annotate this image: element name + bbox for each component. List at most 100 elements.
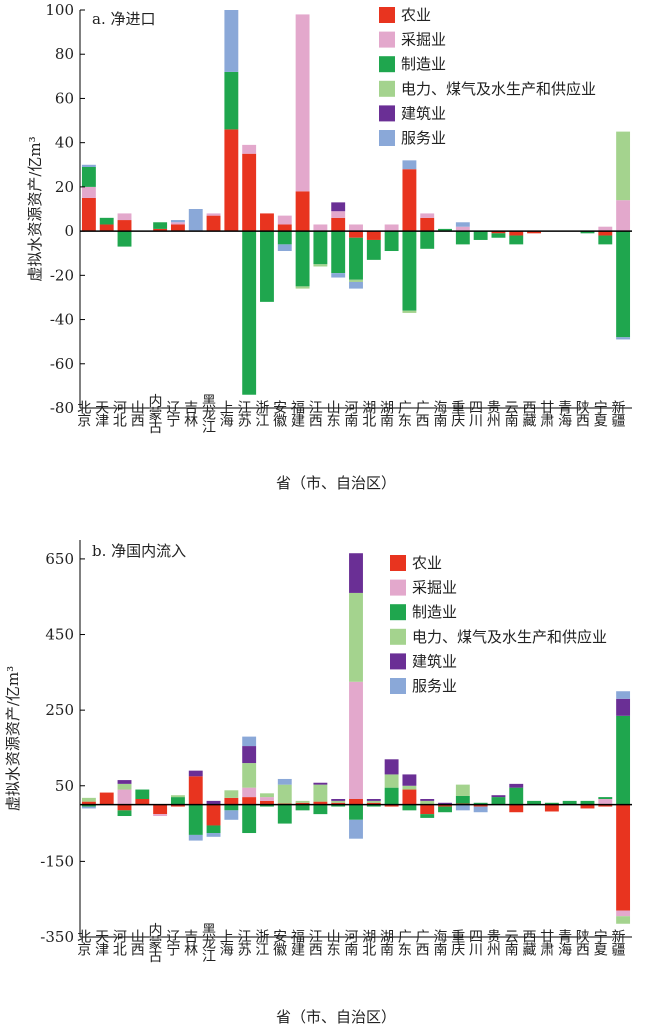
bar-segment: 山西 农业: 15 [135, 799, 150, 805]
x-tick-label: 陕西 [574, 929, 590, 956]
x-tick-label: 重庆 [449, 929, 465, 956]
bar-segment: 江苏 电力、煤气及水生产和供应业: 65 [242, 763, 257, 788]
legend-swatch [390, 628, 406, 645]
bar-segment: 广西 采掘业: 2 [420, 213, 435, 218]
bar-segment: 云南 农业: -2 [509, 231, 524, 236]
panel-b-net-domestic-inflow: 北京 农业: 8北京 制造业: -5 北京 电力、煤气及水生产和供应业: 10 北京… [4, 540, 632, 1026]
x-tick-label: 青海 [556, 929, 572, 956]
legend-swatch [379, 105, 395, 122]
bar-segment: 黑龙江 制造业: -20 [206, 825, 221, 834]
x-tick-label: 内蒙古 [147, 923, 163, 963]
bar-segment: 北京 制造业: -5 [81, 804, 96, 807]
y-tick-label: -60 [50, 355, 74, 373]
bar-segment: 云南 制造业: 45 [509, 787, 524, 805]
bar-segment: 浙江 制造业: -32 [260, 231, 274, 302]
bar-segment: 四川 服务业: -15 [473, 806, 488, 813]
bar-segment: 宁夏 农业: -5 [598, 804, 613, 807]
x-tick-label: 安徽 [271, 400, 287, 427]
bar-segment: 浙江 电力、煤气及水生产和供应业: 10 [260, 793, 274, 798]
x-tick-labels: 北京 天津 河北 山西 内蒙古 辽宁 吉林 黑龙江 上海 江苏 浙江 安徽 福建 江西 山东 河南 湖北 湖南 广东… [75, 394, 625, 434]
bar-segment: 海南 农业: -5 [438, 804, 452, 807]
bar-segment: 山西 制造业: 25 [135, 789, 150, 799]
bar-segment: 广西 农业: -25 [420, 804, 435, 815]
bar-segment: 吉林 服务业: -15 [188, 834, 203, 841]
y-tick-label: 80 [55, 45, 74, 63]
bar-segment: 山东 制造业: -19 [331, 231, 346, 274]
x-tick-label: 浙江 [253, 400, 269, 427]
bar-segment: 黑龙江 农业: 7 [206, 215, 221, 232]
x-tick-label: 河南 [342, 400, 358, 427]
x-tick-label: 海南 [431, 929, 447, 956]
bar-segment: 湖南 制造业: 45 [384, 787, 399, 805]
legend-label: 服务业 [401, 129, 446, 147]
bar-segment: 江苏 制造业: -75 [242, 804, 257, 834]
bars: 北京 农业: 8北京 制造业: -5 北京 电力、煤气及水生产和供应业: 10 北京… [81, 553, 631, 924]
bar-segment: 上海 农业: 46 [224, 129, 239, 232]
bar-segment: 宁夏 制造业: -4 [598, 235, 613, 245]
x-tick-label: 宁夏 [592, 928, 608, 956]
bar-segment: 福建 农业: 18 [295, 191, 310, 232]
bar-segment: 上海 农业: 18 [224, 797, 239, 805]
bar-segment: 辽宁 农业: 3 [170, 224, 185, 232]
x-tick-label: 江苏 [236, 400, 252, 428]
bar-segment: 四川 制造业: -4 [473, 231, 488, 240]
bar-segment: 贵州 建筑业: 5 [491, 795, 506, 798]
x-tick-label: 山西 [129, 929, 145, 956]
x-tick-label: 广东 [396, 400, 412, 427]
bar-segment: 江苏 采掘业: 4 [242, 144, 257, 154]
bar-segment: 内蒙古 制造业: 3 [153, 222, 168, 229]
bar-segment: 辽宁 服务业: 1 [170, 220, 185, 223]
bar-segment: 吉林 服务业: 10 [188, 209, 203, 232]
bar-segment: 河北 农业: 5 [117, 220, 132, 232]
bar-segment: 上海 服务业: 28 [224, 10, 239, 72]
bar-segment: 江苏 采掘业: 25 [242, 787, 257, 798]
x-tick-label: 上海 [218, 929, 234, 956]
legend-label: 采掘业 [412, 579, 457, 597]
bar-segment: 福建 制造业: -15 [295, 804, 310, 811]
x-tick-label: 贵州 [485, 929, 501, 956]
x-tick-label: 陕西 [574, 400, 590, 427]
bar-segment: 江苏 建筑业: 45 [242, 746, 257, 764]
bar-segment: 陕西 制造业: 10 [580, 800, 595, 805]
bar-segment: 河南 建筑业: 105 [349, 553, 363, 593]
bar-segment: 重庆 制造业: 20 [455, 795, 470, 804]
x-tick-label: 甘肃 [538, 400, 554, 427]
bar-segment: 青海 制造业: 10 [562, 800, 577, 805]
x-tick-label: 青海 [556, 400, 572, 427]
bar-segment: 新疆 电力、煤气及水生产和供应业: -20 [616, 916, 631, 924]
y-tick-label: 650 [45, 550, 74, 568]
bar-segment: 陕西 农业: -10 [580, 804, 595, 809]
x-tick-label: 浙江 [253, 929, 269, 956]
x-tick-label: 海南 [431, 400, 447, 427]
bar-segment: 江西 电力、煤气及水生产和供应业: 45 [313, 784, 328, 802]
bar-segment: 北京 制造业: 9 [81, 166, 96, 187]
x-tick-label: 四川 [467, 400, 483, 427]
legend-swatch [390, 579, 406, 596]
bar-segment: 广西 建筑业: 5 [420, 799, 435, 801]
x-tick-label: 湖北 [360, 400, 376, 428]
x-tick-label: 黑龙江 [200, 923, 216, 963]
legend-swatch [379, 80, 395, 97]
x-tick-label: 吉林 [182, 400, 198, 427]
bar-segment: 福建 采掘业: 80 [295, 14, 310, 192]
y-tick-label: 450 [45, 626, 74, 644]
y-tick-label: 60 [55, 89, 74, 107]
bar-segment: 河南 服务业: -50 [349, 819, 363, 839]
bar-segment: 云南 建筑业: 10 [509, 783, 524, 788]
bar-segment: 北京 服务业: 1 [81, 164, 96, 167]
x-tick-label: 贵州 [485, 400, 501, 427]
bar-segment: 西藏 农业: -1 [527, 231, 542, 234]
bar-segment: 浙江 采掘业: 10 [260, 797, 274, 801]
bar-segment: 海南 制造业: -15 [438, 806, 452, 813]
x-tick-label: 北京 [75, 400, 91, 427]
y-axis-title: 虚拟水资源资产/亿m³ [26, 136, 44, 281]
x-tick-label: 西藏 [520, 929, 536, 956]
bar-segment: 广西 农业: 6 [420, 217, 435, 232]
x-tick-label: 福建 [289, 929, 305, 957]
x-tick-label: 四川 [467, 929, 483, 956]
x-tick-label: 云南 [503, 929, 519, 956]
bar-segment: 新疆 制造业: -48 [616, 231, 631, 338]
bar-segment: 上海 服务业: -25 [224, 810, 239, 820]
bar-segment: 福建 农业: 5 [295, 802, 310, 805]
